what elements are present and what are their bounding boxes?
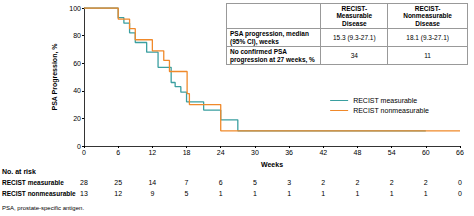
- html-text:No confirmed PSA progression a: No confirmed PSA progression at 27 weeks…: [230, 48, 315, 63]
- html-text:PSA progression, median (95% C: PSA progression, median (95% CI), weeks: [230, 30, 309, 45]
- svg-text:6: 6: [219, 179, 223, 186]
- svg-text:40: 40: [73, 87, 81, 94]
- svg-text:48: 48: [354, 149, 362, 156]
- svg-text:28: 28: [80, 179, 88, 186]
- svg-text:60: 60: [422, 149, 430, 156]
- svg-text:13: 13: [80, 190, 88, 197]
- svg-text:1: 1: [219, 190, 223, 197]
- svg-text:36: 36: [285, 149, 293, 156]
- svg-text:PSA, prostate-specific antigen: PSA, prostate-specific antigen.: [2, 205, 84, 211]
- svg-text:0: 0: [82, 149, 86, 156]
- svg-text:14: 14: [148, 179, 156, 186]
- svg-text:Weeks: Weeks: [261, 161, 283, 168]
- html-text:34: 34: [350, 52, 358, 60]
- svg-text:RECIST measurable: RECIST measurable: [2, 179, 64, 186]
- svg-text:7: 7: [185, 179, 189, 186]
- svg-text:RECIST nonmeasurable: RECIST nonmeasurable: [353, 107, 429, 114]
- svg-text:1: 1: [424, 190, 428, 197]
- svg-text:24: 24: [217, 149, 225, 156]
- svg-text:30: 30: [251, 149, 259, 156]
- svg-text:1: 1: [287, 190, 291, 197]
- html-text:18.1 (9.3-27.1): 18.1 (9.3-27.1): [406, 34, 449, 42]
- svg-text:2: 2: [356, 179, 360, 186]
- svg-text:1: 1: [321, 190, 325, 197]
- html-text:RECIST-Measurable Disease: RECIST-Measurable Disease: [336, 5, 373, 27]
- svg-text:RECIST measurable: RECIST measurable: [353, 97, 417, 104]
- svg-text:42: 42: [319, 149, 327, 156]
- svg-text:12: 12: [148, 149, 156, 156]
- svg-text:60: 60: [73, 60, 81, 67]
- svg-text:6: 6: [116, 149, 120, 156]
- svg-text:5: 5: [253, 179, 257, 186]
- svg-text:No. at risk: No. at risk: [2, 168, 36, 175]
- svg-text:0: 0: [458, 179, 462, 186]
- html-text:11: 11: [424, 52, 431, 60]
- svg-text:2: 2: [424, 179, 428, 186]
- svg-text:66: 66: [456, 149, 464, 156]
- svg-text:1: 1: [356, 190, 360, 197]
- svg-text:0: 0: [458, 190, 462, 197]
- html-text:15.3 (9.3-27.1): 15.3 (9.3-27.1): [333, 34, 376, 42]
- svg-text:PSA Progression, %: PSA Progression, %: [51, 43, 59, 111]
- svg-text:2: 2: [390, 179, 394, 186]
- svg-text:1: 1: [390, 190, 394, 197]
- svg-text:3: 3: [287, 179, 291, 186]
- svg-text:25: 25: [114, 179, 122, 186]
- svg-text:0: 0: [77, 143, 81, 150]
- svg-text:12: 12: [114, 190, 122, 197]
- svg-text:100: 100: [69, 5, 81, 12]
- html-text:RECIST-Nonmeasurable Disease: RECIST-Nonmeasurable Disease: [403, 5, 452, 27]
- svg-text:80: 80: [73, 32, 81, 39]
- svg-text:9: 9: [150, 190, 154, 197]
- svg-text:18: 18: [183, 149, 191, 156]
- svg-text:5: 5: [185, 190, 189, 197]
- svg-text:RECIST nonmeasurable: RECIST nonmeasurable: [2, 190, 76, 197]
- svg-text:1: 1: [253, 190, 257, 197]
- svg-text:20: 20: [73, 115, 81, 122]
- svg-text:2: 2: [321, 179, 325, 186]
- svg-text:54: 54: [388, 149, 396, 156]
